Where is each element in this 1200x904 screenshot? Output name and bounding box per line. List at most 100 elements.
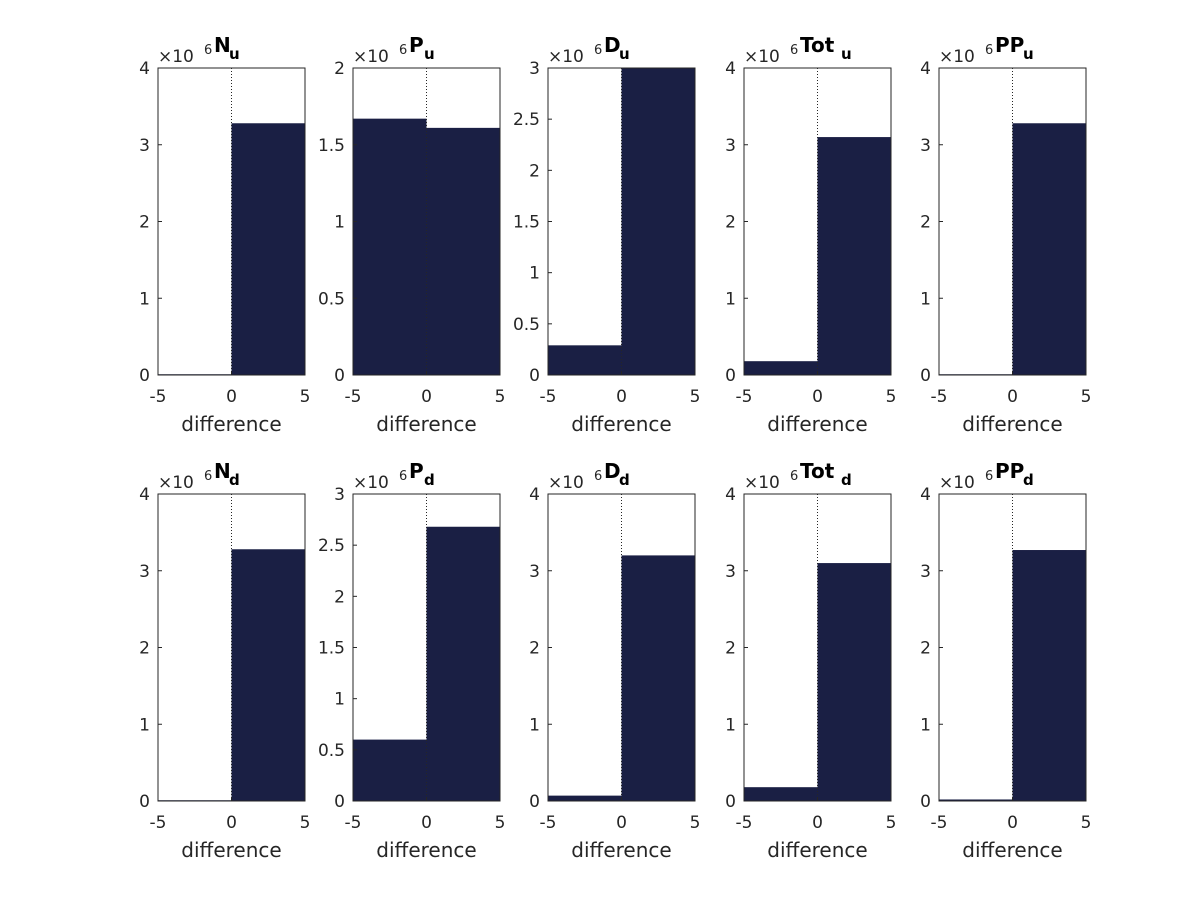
y-tick-label: 2.5	[513, 110, 540, 130]
y-tick-label: 2	[529, 161, 540, 181]
histogram-bar	[621, 555, 695, 801]
histogram-bar	[353, 118, 427, 375]
x-tick-label: 0	[421, 387, 432, 407]
y-tick-label: 1	[334, 213, 345, 233]
y-tick-label: 1	[139, 289, 150, 309]
histogram-bar	[817, 563, 891, 801]
subplot-title: P	[409, 459, 424, 483]
y-tick-label: 4	[529, 485, 540, 505]
x-tick-label: 0	[1007, 387, 1018, 407]
x-tick-label: -5	[931, 813, 948, 833]
subplot-title-subscript: u	[1023, 45, 1034, 63]
x-tick-label: 0	[226, 813, 237, 833]
y-tick-label: 0	[529, 792, 540, 812]
subplot-title: D	[604, 459, 621, 483]
histogram-bar	[621, 68, 695, 375]
y-tick-label: 0	[725, 792, 736, 812]
subplot-title: Tot	[800, 459, 835, 483]
y-tick-label: 2.5	[318, 536, 345, 556]
y-tick-label: 0	[334, 792, 345, 812]
x-tick-label: -5	[345, 813, 362, 833]
x-tick-label: 5	[886, 387, 897, 407]
x-tick-label: -5	[931, 387, 948, 407]
y-tick-label: 0.5	[513, 315, 540, 335]
subplot-title-subscript: d	[619, 471, 630, 489]
axis-multiplier-exponent: 6	[204, 43, 212, 58]
subplot-title: Tot	[800, 33, 835, 57]
x-axis-label: difference	[962, 412, 1062, 436]
axis-multiplier-exponent: 6	[594, 469, 602, 484]
histogram-bar	[548, 795, 622, 801]
axis-multiplier-exponent: 6	[790, 43, 798, 58]
x-tick-label: 0	[616, 813, 627, 833]
y-tick-label: 0	[529, 366, 540, 386]
axis-multiplier-exponent: 6	[399, 43, 407, 58]
y-tick-label: 4	[139, 59, 150, 79]
y-tick-label: 1	[334, 690, 345, 710]
y-tick-label: 0	[725, 366, 736, 386]
x-axis-label: difference	[376, 412, 476, 436]
y-tick-label: 2	[529, 639, 540, 659]
subplot-title-subscript: d	[841, 471, 852, 489]
axis-multiplier-exponent: 6	[204, 469, 212, 484]
x-tick-label: 0	[421, 813, 432, 833]
y-tick-label: 1	[529, 264, 540, 284]
x-tick-label: -5	[150, 387, 167, 407]
y-tick-label: 2	[334, 587, 345, 607]
axis-multiplier-exponent: 6	[594, 43, 602, 58]
x-axis-label: difference	[767, 412, 867, 436]
axis-multiplier: ×10	[744, 47, 780, 67]
histogram-bar	[1012, 550, 1086, 801]
subplot-title-subscript: u	[229, 45, 240, 63]
x-tick-label: 5	[690, 813, 701, 833]
x-tick-label: 5	[300, 813, 311, 833]
x-tick-label: 5	[300, 387, 311, 407]
y-tick-label: 1.5	[513, 213, 540, 233]
subplot-title-subscript: u	[841, 45, 852, 63]
subplot-title: N	[214, 33, 231, 57]
subplot-title: PP	[995, 459, 1024, 483]
y-tick-label: 3	[725, 136, 736, 156]
y-tick-label: 4	[725, 485, 736, 505]
y-tick-label: 1.5	[318, 136, 345, 156]
x-tick-label: 0	[616, 387, 627, 407]
y-tick-label: 2	[725, 213, 736, 233]
x-tick-label: -5	[345, 387, 362, 407]
x-tick-label: 5	[886, 813, 897, 833]
axis-multiplier-exponent: 6	[985, 469, 993, 484]
subplot-title-subscript: u	[619, 45, 630, 63]
x-axis-label: difference	[571, 838, 671, 862]
y-tick-label: 0	[920, 366, 931, 386]
x-tick-label: 0	[812, 387, 823, 407]
x-axis-label: difference	[571, 412, 671, 436]
y-tick-label: 2	[139, 213, 150, 233]
histogram-bar	[231, 123, 305, 375]
y-tick-label: 1	[139, 715, 150, 735]
x-tick-label: -5	[540, 387, 557, 407]
axis-multiplier: ×10	[744, 473, 780, 493]
subplot-title-subscript: d	[424, 471, 435, 489]
y-tick-label: 1	[529, 715, 540, 735]
histogram-bar	[817, 137, 891, 375]
y-tick-label: 1	[725, 715, 736, 735]
histogram-bar	[426, 127, 500, 376]
x-axis-label: difference	[962, 838, 1062, 862]
histogram-bar	[548, 345, 622, 375]
y-tick-label: 2	[334, 59, 345, 79]
y-tick-label: 2	[725, 639, 736, 659]
histogram-bar	[744, 361, 818, 375]
x-tick-label: 5	[495, 387, 506, 407]
x-axis-label: difference	[376, 838, 476, 862]
y-tick-label: 3	[725, 562, 736, 582]
x-tick-label: 0	[812, 813, 823, 833]
y-tick-label: 4	[920, 59, 931, 79]
histogram-bar	[231, 549, 305, 801]
